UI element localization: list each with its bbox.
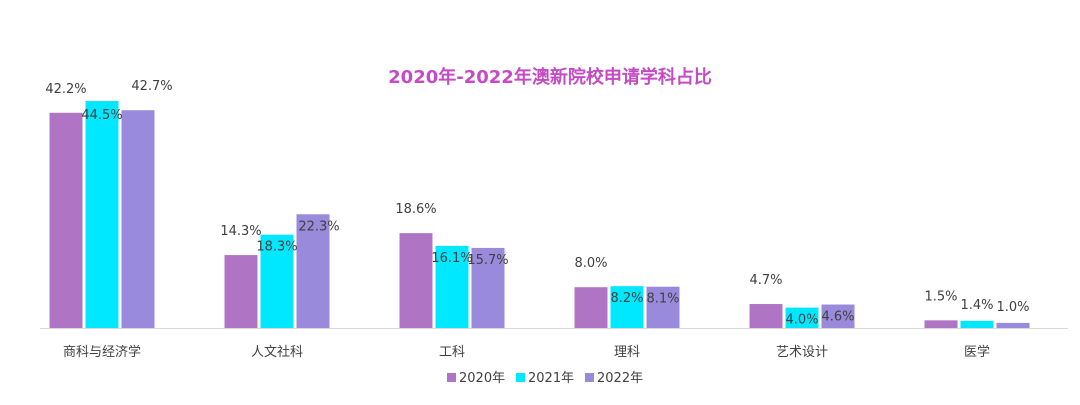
- value-labels-group: 42.2% 44.5% 42.7% 14.3%18.3%22.3% 18.6% 16.1%…: [45, 79, 1029, 327]
- bar-4-0: [749, 304, 783, 328]
- bar-4-2: [821, 304, 855, 328]
- bar-1-0: [224, 255, 258, 328]
- category-label-3: 理科: [614, 345, 640, 360]
- bar-4-1: [785, 307, 819, 328]
- value-label-3-2: 8.1%: [646, 292, 679, 307]
- bar-5-2: [996, 322, 1030, 328]
- legend-label-0: 2020年: [459, 371, 505, 386]
- legend: 2020年 2021年 2022年: [447, 371, 643, 386]
- value-label-1-2: 22.3%: [298, 219, 339, 234]
- value-label-4-2: 4.6%: [821, 310, 854, 325]
- value-label-1-0: 14.3%: [220, 224, 261, 239]
- bar-3-2: [646, 286, 680, 328]
- category-label-2: 工科: [439, 345, 465, 360]
- bar-2-0: [399, 233, 433, 328]
- value-label-5-2: 1.0%: [996, 300, 1029, 315]
- value-label-0-1: 44.5%: [81, 108, 122, 123]
- chart-title: 2020年-2022年澳新院校申请学科占比: [388, 66, 712, 88]
- value-label-2-1: 16.1%: [431, 251, 472, 266]
- bar-0-1: [85, 101, 119, 328]
- value-label-3-1: 8.2%: [610, 291, 643, 306]
- value-label-4-0: 4.7%: [749, 273, 782, 288]
- bar-2-2: [471, 247, 505, 328]
- value-label-3-0: 8.0%: [574, 256, 607, 271]
- value-label-2-0: 18.6%: [395, 202, 436, 217]
- bar-5-1: [960, 320, 994, 328]
- value-label-4-1: 4.0%: [785, 313, 818, 328]
- category-label-4: 艺术设计: [776, 345, 828, 360]
- category-label-5: 医学: [964, 344, 990, 360]
- category-label-1: 人文社科: [251, 344, 303, 360]
- legend-swatch-2: [585, 373, 594, 382]
- value-label-5-1: 1.4%: [960, 298, 993, 313]
- category-labels-group: 商科与经济学 人文社科 工科 理科 艺术设计 医学: [63, 344, 990, 360]
- value-label-0-2: 42.7%: [131, 79, 172, 94]
- legend-swatch-0: [447, 373, 456, 382]
- bar-3-0: [574, 287, 608, 328]
- bar-5-0: [924, 320, 958, 328]
- value-label-0-0: 42.2%: [45, 82, 86, 97]
- legend-label-2: 2022年: [597, 371, 643, 386]
- legend-swatch-1: [516, 373, 525, 382]
- legend-label-1: 2021年: [528, 371, 574, 386]
- bars-group: [49, 101, 1030, 328]
- bar-3-1: [610, 286, 644, 328]
- bar-0-2: [121, 110, 155, 328]
- bar-1-2: [296, 214, 330, 328]
- value-label-5-0: 1.5%: [924, 289, 957, 304]
- bar-0-0: [49, 112, 83, 328]
- value-label-2-2: 15.7%: [467, 253, 508, 268]
- bar-2-1: [435, 245, 469, 328]
- value-label-1-1: 18.3%: [256, 240, 297, 255]
- bar-1-1: [260, 234, 294, 328]
- category-label-0: 商科与经济学: [63, 344, 141, 360]
